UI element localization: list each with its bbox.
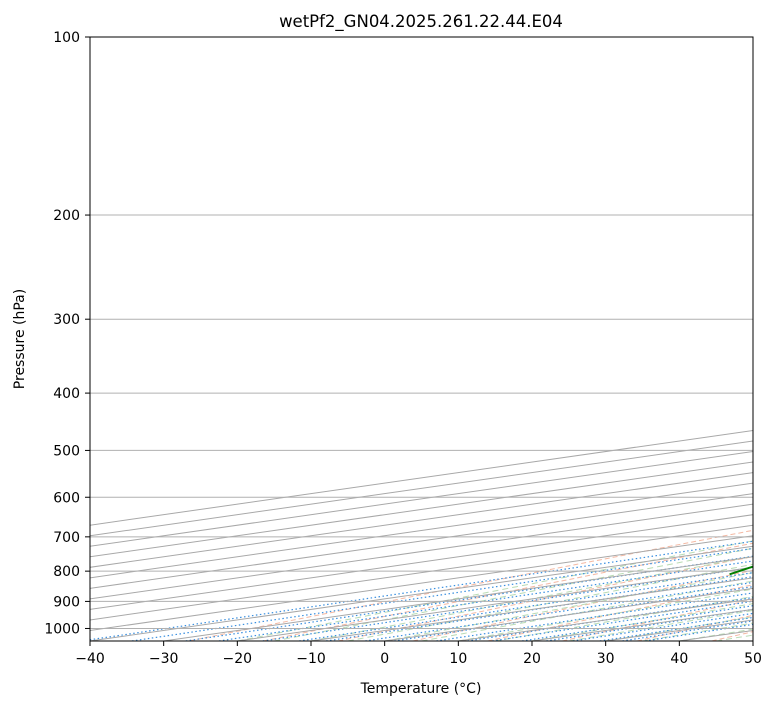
y-tick-label: 800 [53,564,80,580]
isotherm-line [90,503,753,600]
y-tick-label: 500 [53,443,80,459]
x-tick-label: −30 [149,651,179,667]
x-tick-label: −20 [223,651,253,667]
isotherm-line [90,482,753,579]
isotherm-line [90,493,753,589]
x-tick-label: 0 [380,651,389,667]
skewed-isotherm-lines [90,429,753,641]
moist-adiabat [384,572,753,641]
x-tick-label: −10 [296,651,326,667]
isotherm-line [90,461,753,558]
x-tick-label: 20 [523,651,541,667]
dry-adiabat [487,584,753,641]
y-tick-label: 600 [53,490,80,506]
isotherm-line [90,451,753,547]
dry-adiabat-lines [188,529,753,641]
x-tick-label: 30 [597,651,615,667]
y-tick-label: 300 [53,312,80,328]
moist-adiabat [458,588,753,641]
y-tick-label: 700 [53,530,80,546]
isotherm-line [90,514,753,610]
y-axis: 100 200 300 400 500 600 700 800 900 1000 [44,30,90,637]
chart-title: wetPf2_GN04.2025.261.22.44.E04 [279,12,563,32]
dry-adiabat [338,556,753,641]
mixing-ratio-line [131,547,753,641]
y-tick-label: 400 [53,386,80,402]
pressure-grid-lines [90,37,753,629]
moist-adiabat [274,547,753,641]
mixing-ratio-line [436,592,753,641]
moist-adiabat [237,540,753,641]
x-tick-label: 40 [670,651,688,667]
x-axis: −40 −30 −20 −10 0 10 20 30 40 50 [75,641,762,667]
mixing-ratio-line [365,581,753,641]
isotherm-line [90,524,753,621]
x-tick-label: −40 [75,651,105,667]
y-tick-label: 200 [53,208,80,224]
x-tick-label: 10 [449,651,467,667]
mixing-ratio-line [326,576,753,641]
isotherm-line [90,535,753,631]
y-axis-title: Pressure (hPa) [12,289,28,389]
y-tick-label: 100 [53,30,80,46]
x-tick-label: 50 [744,651,762,667]
y-tick-label: 900 [53,594,80,610]
isotherm-line [90,472,753,568]
x-axis-title: Temperature (°C) [360,681,482,697]
y-tick-label: 1000 [44,621,80,637]
dry-adiabat [263,542,753,641]
plot-frame [89,36,754,642]
